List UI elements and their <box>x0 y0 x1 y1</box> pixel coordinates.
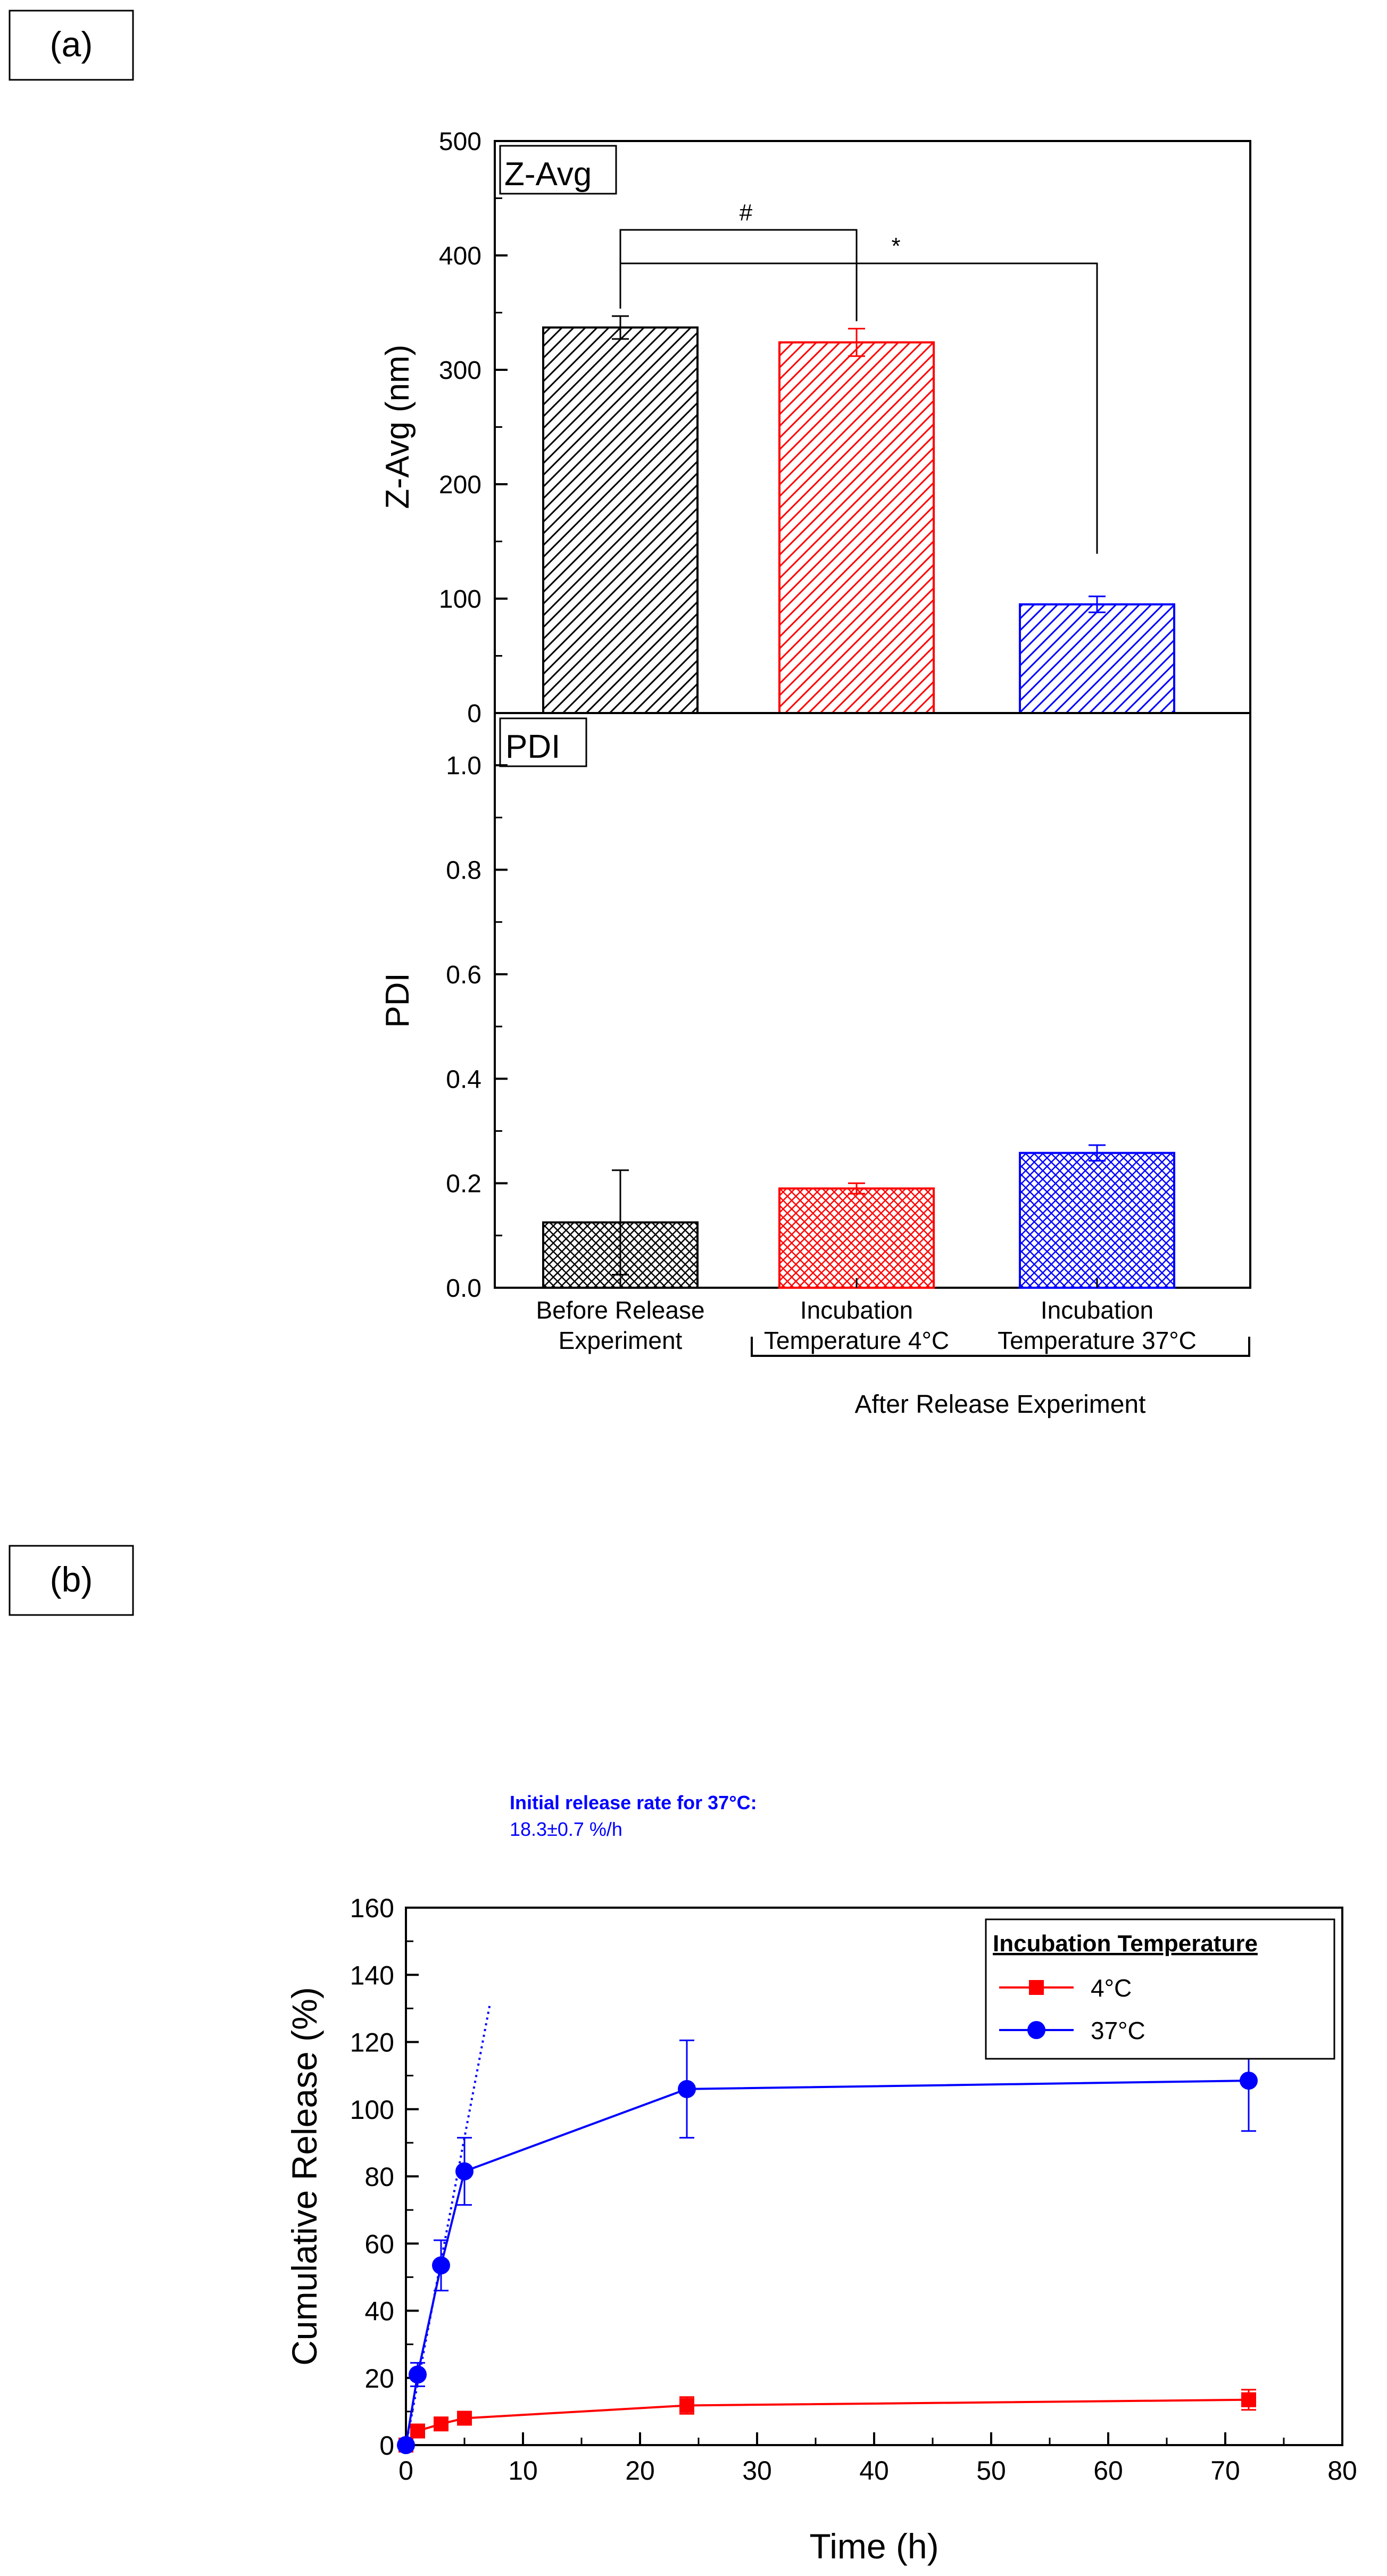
data-point-37c <box>409 2365 427 2384</box>
data-point-37c <box>1240 2072 1258 2090</box>
pdi-ytick-label: 0.4 <box>446 1065 481 1094</box>
panel-label-a: (a) <box>9 10 134 81</box>
release-ytick-label: 20 <box>364 2364 394 2393</box>
release-ytick-label: 60 <box>364 2229 394 2259</box>
pdi-category-label: Before Release <box>536 1296 704 1324</box>
series-line-4c <box>405 2398 1249 2446</box>
zavg-ylabel: Z-Avg (nm) <box>379 345 416 509</box>
release-ytick-label: 0 <box>379 2431 394 2461</box>
release-xtick-label: 70 <box>1210 2456 1240 2486</box>
release-ytick-label: 160 <box>350 1893 394 1923</box>
zavg-bar <box>542 326 699 714</box>
release-xtick-label: 10 <box>508 2456 538 2486</box>
release-xtick-label: 40 <box>859 2456 889 2486</box>
release-xtick-label: 50 <box>976 2456 1006 2486</box>
data-point-4c <box>679 2398 694 2413</box>
pdi-category-label: Incubation <box>1041 1296 1153 1324</box>
zavg-title-box <box>499 145 617 195</box>
release-ytick-label: 120 <box>350 2028 394 2058</box>
pdi-title-box <box>499 717 587 767</box>
fit-line <box>405 2002 492 2446</box>
significance-marker: # <box>740 200 753 226</box>
release-ylabel: Cumulative Release (%) <box>285 1987 324 2366</box>
pdi-bar <box>778 1187 935 1289</box>
release-xlabel: Time (h) <box>809 2527 938 2566</box>
data-point-4c <box>410 2423 425 2439</box>
legend-box <box>985 1918 1335 2060</box>
pdi-chart: PDI PDI After Release Experiment 0.0 0.2 0… <box>379 712 1251 1419</box>
zavg-ytick-label: 500 <box>439 128 481 156</box>
release-ytick-label: 140 <box>350 1960 394 1990</box>
release-xtick-label: 60 <box>1093 2456 1123 2486</box>
zavg-ytick-label: 200 <box>439 471 481 499</box>
pdi-ytick-label: 1.0 <box>446 752 481 780</box>
after-release-bracket <box>751 1337 1250 1357</box>
pdi-title: PDI <box>505 728 560 765</box>
zavg-ytick-label: 100 <box>439 585 481 614</box>
pdi-category-label: Incubation <box>800 1296 913 1324</box>
panel-label-b: (b) <box>9 1545 134 1616</box>
pdi-category-label: Temperature 4°C <box>764 1327 949 1354</box>
release-xtick-label: 20 <box>625 2456 655 2486</box>
pdi-ytick-label: 0.0 <box>446 1274 481 1303</box>
fit-annotation-line1: Initial release rate for 37°C: <box>510 1792 757 1813</box>
zavg-chart: Z-Avg Z-Avg (nm) 0 100 200 300 400 500 # * <box>379 128 1251 728</box>
data-point-37c <box>678 2080 696 2098</box>
legend-title: Incubation Temperature <box>993 1931 1258 1957</box>
panel-label-a-text: (a) <box>50 24 93 64</box>
legend-label-37c: 37°C <box>1091 2017 1145 2044</box>
release-xtick-label: 30 <box>742 2456 772 2486</box>
release-chart: Cumulative Release (%) Time (h) 0 20 40 60 8… <box>285 1792 1357 2566</box>
legend-marker-4c <box>1029 1980 1044 1995</box>
zavg-title: Z-Avg <box>504 156 592 193</box>
data-point-4c <box>1241 2392 1256 2407</box>
data-point-4c <box>434 2416 449 2432</box>
fit-annotation-line2: 18.3±0.7 %/h <box>510 1818 622 1840</box>
panel-label-b-text: (b) <box>50 1560 93 1599</box>
significance-bracket <box>619 262 1098 554</box>
data-point-37c <box>455 2162 474 2181</box>
zavg-bar <box>778 341 935 714</box>
pdi-bar <box>1019 1152 1175 1289</box>
significance-bracket <box>619 229 858 321</box>
legend-label-4c: 4°C <box>1091 1974 1132 2002</box>
legend: Incubation Temperature 4°C 37°C <box>985 1918 1335 2060</box>
zavg-ytick-label: 300 <box>439 357 481 385</box>
pdi-category-label: Temperature 37°C <box>998 1327 1197 1354</box>
pdi-ytick-label: 0.2 <box>446 1170 481 1198</box>
data-point-37c <box>397 2436 415 2454</box>
pdi-ytick-label: 0.6 <box>446 961 481 989</box>
zavg-ytick-label: 0 <box>467 700 481 728</box>
pdi-ytick-label: 0.8 <box>446 857 481 885</box>
data-point-4c <box>457 2411 472 2426</box>
pdi-category-label: Experiment <box>559 1327 683 1354</box>
release-ytick-label: 40 <box>364 2297 394 2326</box>
data-point-37c <box>432 2256 450 2275</box>
zavg-ytick-label: 400 <box>439 242 481 270</box>
series-line-37c <box>405 2080 1249 2446</box>
release-ytick-label: 100 <box>350 2095 394 2125</box>
after-release-label: After Release Experiment <box>855 1390 1146 1419</box>
legend-marker-37c <box>1027 2021 1045 2039</box>
zavg-bar <box>1019 603 1175 714</box>
pdi-ylabel: PDI <box>379 973 416 1028</box>
release-ytick-label: 80 <box>364 2162 394 2192</box>
release-xtick-label: 80 <box>1327 2456 1357 2486</box>
release-xtick-label: 0 <box>398 2456 413 2486</box>
significance-marker: * <box>891 233 900 259</box>
